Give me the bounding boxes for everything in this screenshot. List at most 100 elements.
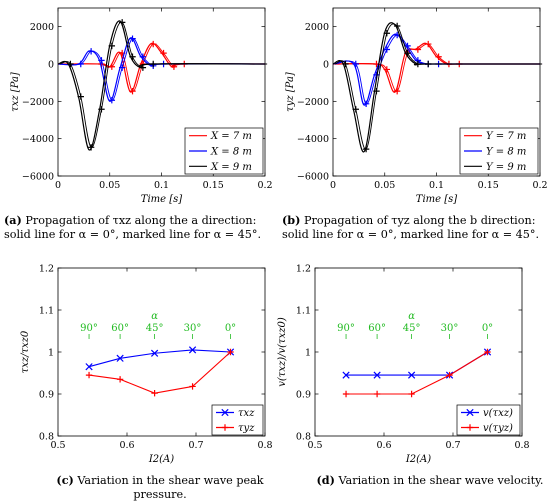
series-marker [425, 60, 432, 68]
y-tick-label: 1.1 [296, 306, 311, 317]
x-tick-label: 0.8 [514, 440, 529, 451]
series-marker [118, 64, 126, 71]
series-marker [116, 354, 124, 362]
series-marker [77, 93, 84, 100]
x-tick-label: 0 [55, 180, 61, 191]
y-tick-label: 2000 [305, 22, 329, 33]
x-tick-label: 0.5 [50, 440, 65, 451]
chart-d: 0.5 0.6 0.7 0.8 0.8 0.9 1 1.1 1.2 I2(A) v(τxz)/v(τ… [277, 264, 530, 466]
y-tick-label: 1 [48, 348, 54, 359]
x-tick-label: 0.15 [203, 180, 224, 191]
legend-label: τyz [238, 423, 255, 434]
series-marker [342, 390, 350, 398]
x-tick-label: 0.1 [429, 180, 444, 191]
caption-c-label: (c) [56, 473, 74, 487]
angle-annotation: 30° [441, 323, 459, 334]
caption-d: (d) Variation in the shear wave velocity… [315, 473, 545, 488]
angle-annotation: 0° [225, 323, 236, 334]
series-marker [116, 376, 124, 383]
series-marker [362, 145, 370, 153]
series-marked-line-1 [335, 34, 543, 105]
series-marker [373, 390, 381, 398]
series-marker [139, 53, 147, 60]
caption-a: (a) Propagation of τxz along the a direc… [4, 213, 274, 242]
caption-a-label: (a) [4, 213, 22, 227]
series-line-1 [57, 37, 266, 102]
series-marker [227, 348, 234, 356]
y-tick-label: −4000 [297, 134, 329, 145]
series-marker [108, 97, 116, 104]
series-line-0 [88, 349, 231, 368]
series-marked-line-1 [60, 38, 268, 101]
series-line-0 [332, 42, 540, 93]
series-marker [407, 371, 416, 379]
series-marker [342, 60, 349, 68]
series-marker [85, 363, 93, 371]
series-marker [160, 49, 167, 57]
series-marker [383, 30, 391, 37]
series-marker [342, 371, 350, 379]
series-marker [129, 35, 136, 42]
series-marker [151, 389, 158, 397]
caption-d-text: Variation in the shear wave velocity. [334, 474, 544, 487]
y-tick-label: 0 [323, 60, 329, 71]
angle-annotation: 45° [146, 323, 164, 334]
legend: v(τxz) v(τyz) [456, 404, 521, 436]
series-marked-line-0 [335, 43, 543, 92]
x-axis-label: Time [s] [141, 194, 182, 205]
legend-label: v(τxz) [483, 408, 513, 419]
alpha-annotation: α [408, 311, 415, 322]
legend-label: τxz [238, 408, 255, 419]
series-line-1 [346, 351, 488, 395]
x-axis-label: I2(A) [148, 454, 174, 465]
caption-c-text: Variation in the shear wave peak pressur… [73, 474, 264, 501]
legend-label: X = 9 m [210, 162, 252, 173]
series-marker [98, 106, 105, 113]
chart-b: 0 0.05 0.1 0.15 0.2 −6000 −4000 −2000 0 2000 Time … [285, 7, 548, 205]
series-marker [393, 87, 401, 95]
series-marker [404, 42, 411, 50]
x-tick-label: 0.05 [99, 180, 120, 191]
legend-label: Y = 7 m [486, 131, 526, 142]
y-axis-label: τxz [Pa] [10, 72, 21, 112]
series-marker [435, 53, 442, 60]
y-tick-label: 2000 [30, 22, 54, 33]
legend-label: Y = 8 m [486, 147, 526, 158]
y-axis-label: τxz/τxz0 [20, 330, 31, 373]
legend-marker [466, 408, 474, 417]
x-axis-label: I2(A) [405, 454, 431, 465]
legend-marker [466, 424, 474, 431]
angle-annotation: 60° [111, 323, 129, 334]
series-marker [98, 57, 105, 64]
series-marker [170, 63, 178, 70]
series-marker [383, 46, 391, 53]
y-tick-label: 1.2 [39, 264, 54, 275]
legend-marker [221, 424, 229, 431]
series-marker [150, 40, 157, 48]
series-marker [118, 19, 126, 26]
series-line-2 [332, 22, 540, 153]
series-marker [150, 349, 159, 357]
angle-annotation: 90° [80, 323, 98, 334]
x-tick-label: 0.2 [532, 180, 547, 191]
x-tick-label: 0.05 [374, 180, 395, 191]
legend: Y = 7 m Y = 8 m Y = 9 m [459, 127, 539, 175]
legend-box [211, 404, 264, 436]
y-tick-label: −2000 [297, 97, 329, 108]
y-tick-label: −4000 [22, 134, 54, 145]
angle-annotation: 45° [403, 323, 421, 334]
y-tick-label: 0.8 [39, 432, 54, 443]
series-marker [85, 371, 93, 379]
series-marker [404, 49, 411, 57]
series-marker [108, 63, 116, 70]
legend-marker [221, 408, 229, 417]
series-marker [408, 390, 415, 398]
x-tick-label: 0.7 [188, 440, 203, 451]
x-tick-label: 0.15 [478, 180, 499, 191]
legend: X = 7 m X = 8 m X = 9 m [184, 127, 264, 175]
series-marker [446, 371, 453, 379]
legend-label: v(τyz) [483, 423, 513, 434]
series-marker [139, 64, 147, 71]
legend-label: X = 7 m [210, 131, 252, 142]
